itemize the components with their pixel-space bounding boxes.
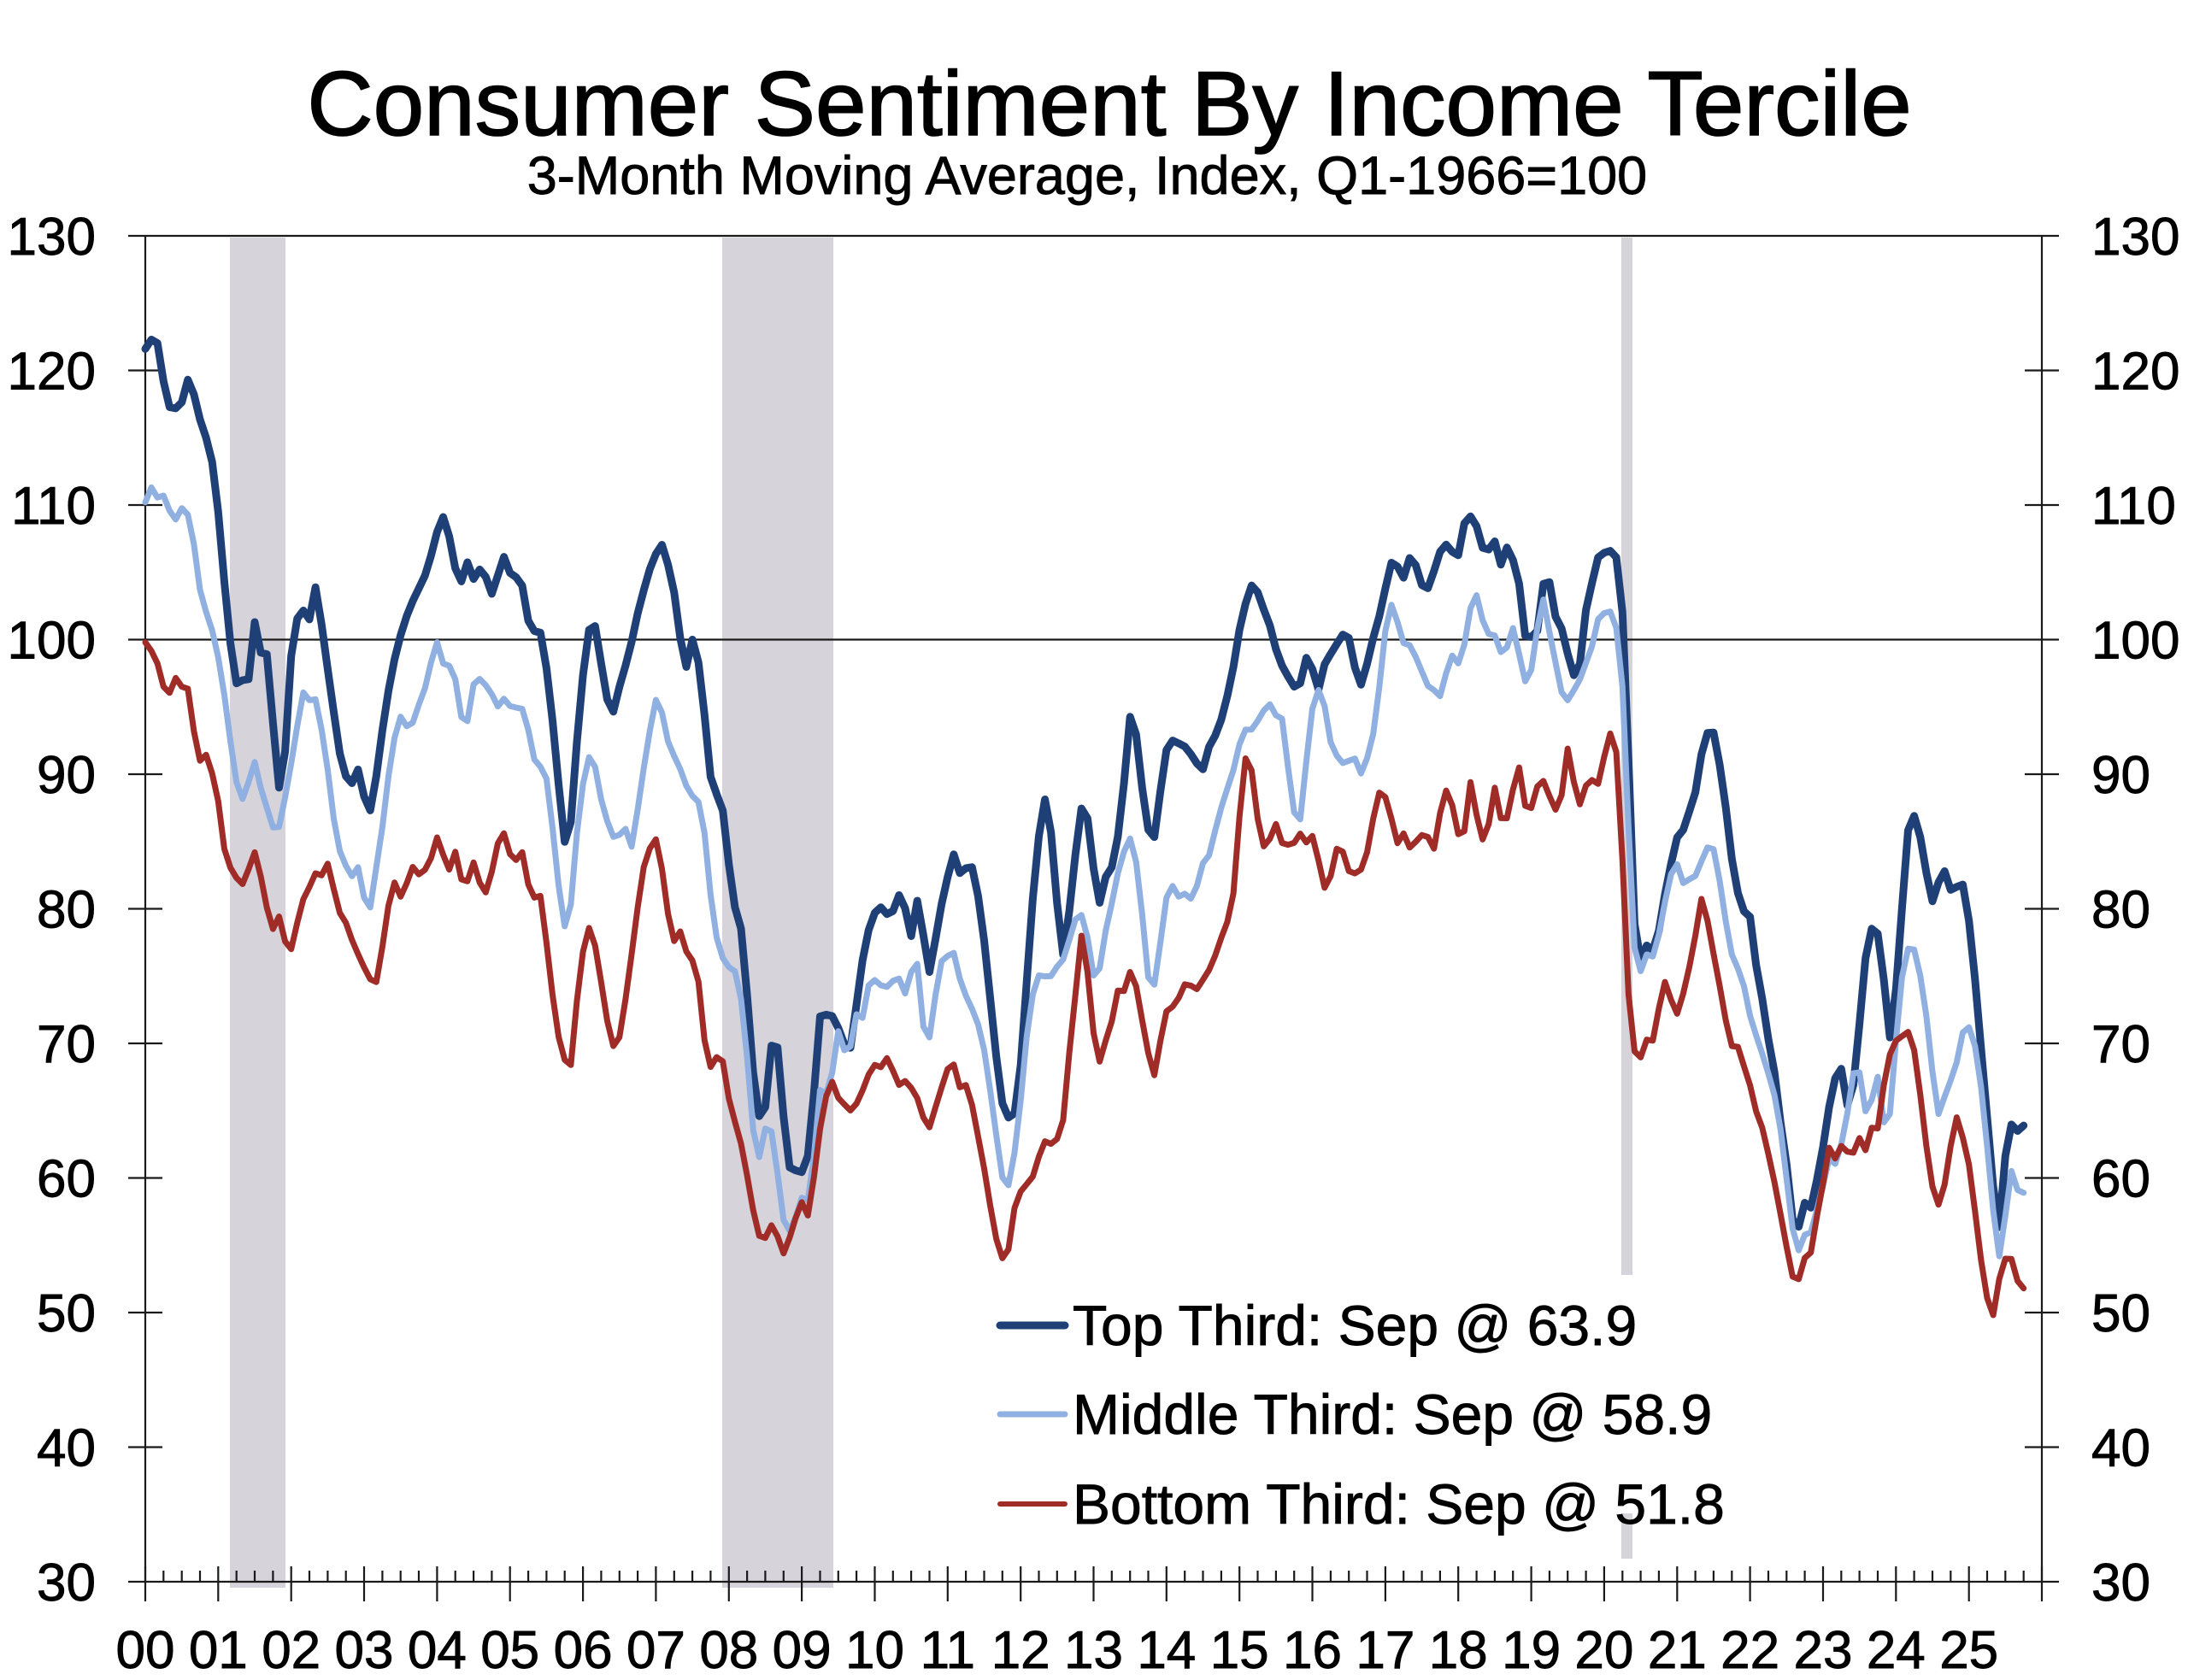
svg-text:60: 60 (37, 1150, 96, 1209)
svg-text:10: 10 (845, 1621, 904, 1680)
svg-text:110: 110 (2091, 477, 2176, 536)
svg-text:01: 01 (189, 1621, 248, 1680)
svg-text:40: 40 (2091, 1419, 2150, 1478)
svg-text:23: 23 (1794, 1621, 1853, 1680)
svg-text:Consumer Sentiment By Income T: Consumer Sentiment By Income Tercile (307, 52, 1911, 155)
svg-text:22: 22 (1720, 1621, 1779, 1680)
svg-text:03: 03 (335, 1621, 394, 1680)
svg-text:30: 30 (37, 1554, 96, 1612)
svg-text:30: 30 (2091, 1554, 2150, 1612)
svg-text:40: 40 (37, 1419, 96, 1478)
svg-text:12: 12 (991, 1621, 1050, 1680)
svg-text:70: 70 (2091, 1015, 2150, 1074)
svg-text:05: 05 (480, 1621, 539, 1680)
svg-text:25: 25 (1939, 1621, 1998, 1680)
svg-text:90: 90 (2091, 746, 2150, 805)
svg-text:11: 11 (920, 1621, 975, 1680)
svg-text:15: 15 (1210, 1621, 1269, 1680)
svg-text:60: 60 (2091, 1150, 2150, 1209)
svg-text:18: 18 (1429, 1621, 1488, 1680)
svg-text:06: 06 (554, 1621, 613, 1680)
svg-text:90: 90 (37, 746, 96, 805)
svg-text:70: 70 (37, 1015, 96, 1074)
svg-text:13: 13 (1064, 1621, 1123, 1680)
svg-text:3-Month Moving Average, Index,: 3-Month Moving Average, Index, Q1-1966=1… (527, 146, 1647, 206)
svg-text:130: 130 (8, 208, 96, 267)
svg-text:04: 04 (408, 1621, 467, 1680)
svg-text:50: 50 (37, 1284, 96, 1343)
svg-text:09: 09 (773, 1621, 832, 1680)
svg-text:21: 21 (1648, 1621, 1707, 1680)
svg-text:100: 100 (8, 612, 96, 671)
svg-text:02: 02 (262, 1621, 321, 1680)
svg-text:16: 16 (1283, 1621, 1342, 1680)
svg-text:Top Third: Sep @ 63.9: Top Third: Sep @ 63.9 (1073, 1294, 1637, 1357)
svg-text:24: 24 (1867, 1621, 1926, 1680)
svg-text:14: 14 (1137, 1621, 1196, 1680)
svg-text:19: 19 (1502, 1621, 1561, 1680)
svg-text:17: 17 (1356, 1621, 1415, 1680)
svg-text:08: 08 (699, 1621, 758, 1680)
svg-text:120: 120 (2091, 343, 2179, 402)
svg-text:00: 00 (116, 1621, 175, 1680)
svg-text:130: 130 (2091, 208, 2179, 267)
svg-text:20: 20 (1574, 1621, 1633, 1680)
svg-text:80: 80 (37, 881, 96, 940)
svg-text:100: 100 (2091, 612, 2179, 671)
svg-text:80: 80 (2091, 881, 2150, 940)
svg-text:Bottom Third: Sep @ 51.8: Bottom Third: Sep @ 51.8 (1073, 1472, 1725, 1536)
svg-text:110: 110 (11, 477, 96, 536)
svg-text:120: 120 (8, 343, 96, 402)
svg-text:07: 07 (626, 1621, 685, 1680)
svg-text:50: 50 (2091, 1284, 2150, 1343)
svg-text:Middle Third: Sep @ 58.9: Middle Third: Sep @ 58.9 (1073, 1383, 1712, 1446)
